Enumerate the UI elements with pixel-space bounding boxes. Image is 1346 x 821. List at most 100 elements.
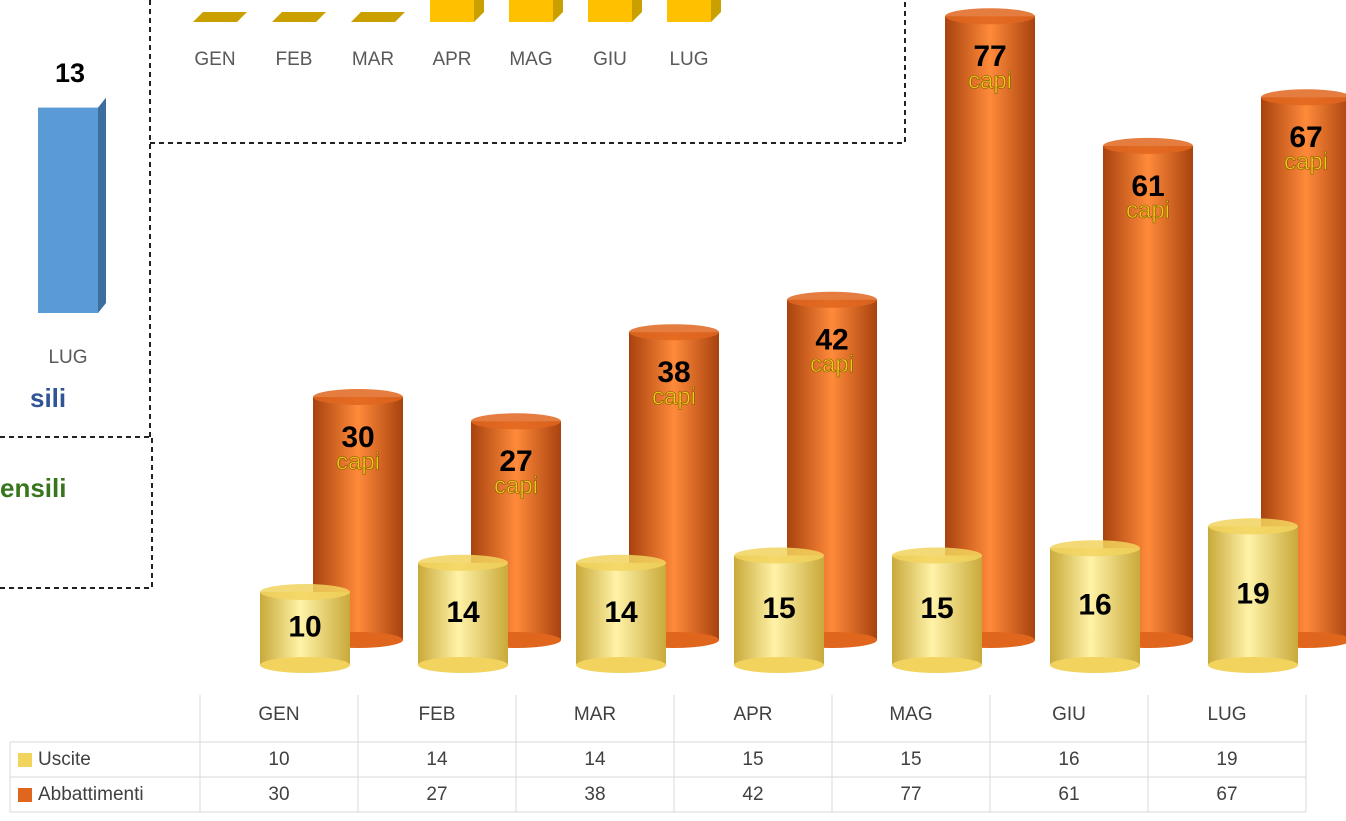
cylinder — [892, 547, 982, 673]
x-tick-label: LUG — [669, 49, 708, 70]
cylinder-body — [260, 592, 350, 665]
table-header: APR — [733, 704, 772, 725]
table-cell: 14 — [426, 749, 448, 770]
bar-sliver — [272, 12, 326, 22]
cylinder — [418, 554, 508, 673]
table-cell: 15 — [742, 749, 763, 770]
cylinder-base — [734, 657, 824, 673]
cylinder-body — [1208, 526, 1298, 665]
table-header: GIU — [1052, 704, 1086, 725]
value-label: 30 — [341, 421, 374, 454]
legend-label: Abbattimenti — [38, 784, 144, 805]
legend-swatch — [18, 788, 32, 802]
value-label: 27 — [499, 445, 532, 478]
cylinder-top — [1103, 137, 1193, 154]
cylinder-base — [576, 657, 666, 673]
value-label: 61 — [1131, 170, 1164, 203]
value-note: capi — [810, 351, 854, 378]
cylinder-body — [418, 562, 508, 665]
bar — [38, 97, 106, 313]
value-label: 67 — [1289, 121, 1322, 154]
x-tick-label: MAG — [509, 49, 552, 70]
bar-stub — [667, 0, 711, 22]
table-cell: 14 — [584, 749, 606, 770]
x-tick-label: LUG — [48, 347, 87, 368]
bar-stub — [509, 0, 553, 22]
cylinder — [260, 584, 350, 673]
legend-label: Uscite — [38, 749, 91, 770]
cylinder-top — [471, 413, 561, 430]
value-label: 16 — [1078, 589, 1111, 622]
cylinder-body — [734, 555, 824, 665]
table-header: MAG — [889, 704, 932, 725]
cylinder-top — [629, 324, 719, 341]
table-header: MAR — [574, 704, 616, 725]
inset-frame — [149, 0, 906, 437]
value-label: 77 — [973, 40, 1006, 73]
cylinder-top — [945, 8, 1035, 25]
title-fragment: sili — [30, 383, 66, 413]
bar-side — [711, 0, 721, 22]
value-label: 38 — [657, 356, 690, 389]
bar-side — [553, 0, 563, 22]
cylinder-top — [576, 554, 666, 571]
table-header: FEB — [419, 704, 456, 725]
value-label: 10 — [288, 610, 321, 643]
x-tick-label: FEB — [276, 49, 313, 70]
table-cell: 15 — [900, 749, 921, 770]
dashed-frames — [0, 0, 906, 589]
table-header: LUG — [1207, 704, 1246, 725]
value-note: capi — [336, 448, 380, 475]
cylinder — [1050, 540, 1140, 673]
cylinder-body — [892, 555, 982, 665]
cylinder-top — [1050, 540, 1140, 557]
value-label: 19 — [1236, 578, 1269, 611]
title-fragment: ensili — [0, 473, 66, 503]
bar-sliver — [193, 12, 247, 22]
cylinder-top — [787, 291, 877, 308]
cylinder-top — [418, 554, 508, 571]
table-cell: 19 — [1216, 749, 1237, 770]
bar-sliver — [351, 12, 405, 22]
value-label: 14 — [604, 596, 638, 629]
legend-swatch — [18, 753, 32, 767]
value-note: capi — [1284, 149, 1328, 176]
left-frame — [0, 436, 153, 589]
cylinder-body — [1050, 548, 1140, 665]
cylinder-base — [1208, 657, 1298, 673]
value-label: 13 — [55, 58, 85, 88]
value-note: capi — [1126, 197, 1170, 224]
cylinder — [734, 547, 824, 673]
cylinder-top — [734, 547, 824, 564]
cylinder-body — [576, 562, 666, 665]
value-label: 42 — [815, 324, 848, 357]
bar-side — [632, 0, 642, 22]
table-cell: 10 — [268, 749, 289, 770]
x-tick-label: GIU — [593, 49, 627, 70]
table-cell: 27 — [426, 784, 447, 805]
table-cell: 42 — [742, 784, 763, 805]
x-tick-label: GEN — [194, 49, 235, 70]
bar-front — [38, 107, 98, 313]
cylinder-body — [945, 16, 1035, 641]
value-label: 15 — [920, 592, 953, 625]
table-header: GEN — [258, 704, 299, 725]
bar-stub — [588, 0, 632, 22]
cylinder-top — [260, 584, 350, 600]
value-label: 14 — [446, 596, 480, 629]
cylinder-top — [1208, 518, 1298, 535]
cylinder-top — [1261, 89, 1346, 106]
cylinder-top — [313, 389, 403, 405]
value-note: capi — [652, 384, 696, 411]
cylinder — [576, 554, 666, 673]
cylinder-base — [260, 657, 350, 673]
cylinder-base — [418, 657, 508, 673]
value-label: 15 — [762, 592, 795, 625]
cylinder-base — [892, 657, 982, 673]
x-tick-label: MAR — [352, 49, 394, 70]
value-note: capi — [968, 68, 1012, 95]
cylinder — [945, 8, 1035, 648]
table-cell: 77 — [900, 784, 921, 805]
bar-side — [98, 97, 106, 313]
